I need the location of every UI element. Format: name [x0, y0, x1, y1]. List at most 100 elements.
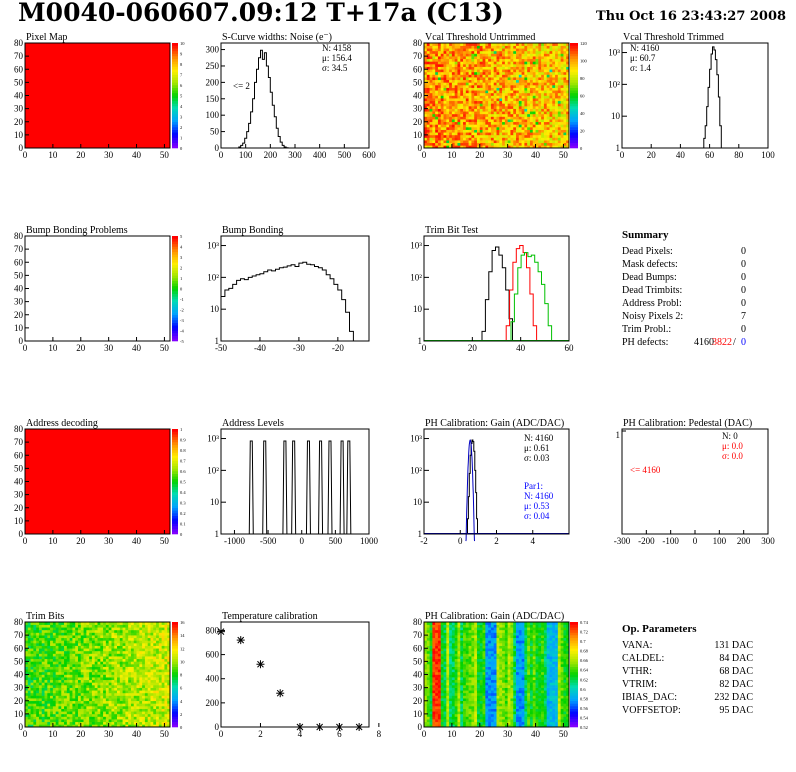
stats-entry: μ: 156.4 — [322, 53, 352, 63]
heatmap-cell — [25, 703, 29, 707]
heatmap-cell — [499, 721, 503, 725]
heatmap-cell — [153, 653, 157, 657]
heatmap-cell — [61, 724, 65, 728]
heatmap-cell — [30, 703, 34, 707]
heatmap-cell — [560, 100, 564, 104]
heatmap-cell — [443, 103, 447, 107]
heatmap-cell — [446, 53, 450, 57]
heatmap-cell — [532, 103, 536, 107]
heatmap-cell — [532, 98, 536, 102]
y-tick-label: 1 — [418, 336, 423, 346]
heatmap-cell — [479, 82, 483, 86]
heatmap-cell — [142, 687, 146, 691]
heatmap-cell — [471, 53, 475, 57]
heatmap-cell — [546, 64, 550, 67]
heatmap-cell — [446, 116, 450, 120]
heatmap-cell — [83, 698, 87, 702]
heatmap-cell — [468, 721, 472, 725]
heatmap-cell — [25, 627, 29, 631]
heatmap-cell — [167, 658, 171, 662]
chart-title: Bump Bonding — [222, 225, 283, 236]
heatmap-cell — [435, 132, 439, 136]
heatmap-cell — [136, 674, 140, 678]
heatmap-cell — [30, 656, 34, 660]
heatmap-cell — [91, 724, 96, 728]
heatmap-cell — [493, 113, 497, 117]
heatmap-cell — [27, 627, 31, 631]
heatmap-cell — [424, 721, 428, 725]
heatmap-cell — [429, 90, 433, 94]
heatmap-cell — [136, 643, 140, 646]
heatmap-cell — [465, 87, 469, 91]
heatmap-cell — [77, 682, 82, 686]
heatmap-cell — [108, 706, 112, 709]
heatmap-cell — [117, 661, 121, 665]
heatmap-cell — [552, 79, 556, 83]
heatmap-cell — [516, 724, 520, 728]
heatmap-cell — [435, 90, 439, 94]
heatmap-cell — [454, 719, 458, 723]
heatmap-cell — [142, 724, 146, 728]
table-row-label: Dead Bumps: — [622, 272, 677, 283]
chart-title: Trim Bit Test — [425, 225, 478, 236]
heatmap-cell — [446, 129, 450, 133]
heatmap-cell — [552, 132, 556, 136]
heatmap-cell — [479, 719, 483, 723]
colorbar-label: -4 — [180, 329, 184, 334]
heatmap-cell — [541, 50, 545, 54]
heatmap-cell — [77, 671, 82, 675]
heatmap-cell — [36, 695, 40, 699]
heatmap-cell — [496, 98, 500, 102]
heatmap-cell — [80, 671, 84, 675]
heatmap-cell — [488, 64, 492, 67]
heatmap-cell — [529, 140, 534, 144]
heatmap-cell — [535, 134, 539, 138]
heatmap-cell — [25, 669, 29, 673]
heatmap-cell — [97, 627, 101, 631]
heatmap-cell — [516, 79, 520, 83]
heatmap-cell — [117, 627, 121, 631]
heatmap-cell — [147, 669, 151, 673]
heatmap-cell — [440, 95, 444, 99]
heatmap-cell — [474, 53, 478, 57]
heatmap-cell — [437, 71, 442, 75]
chart-title: Address Levels — [222, 418, 284, 429]
heatmap-cell — [490, 116, 495, 120]
heatmap-cell — [58, 666, 62, 670]
heatmap-cell — [122, 658, 126, 662]
heatmap-cell — [77, 669, 82, 673]
heatmap-cell — [108, 632, 112, 636]
heatmap-cell — [532, 140, 536, 144]
heatmap-cell — [114, 640, 118, 644]
y-tick-label: 30 — [14, 104, 24, 114]
heatmap-cell — [429, 724, 433, 728]
y-tick-label: 1 — [616, 143, 621, 153]
colorbar-label: 2 — [180, 125, 182, 130]
heatmap-cell — [490, 53, 495, 57]
heatmap-cell — [488, 92, 492, 96]
heatmap-cell — [549, 74, 553, 78]
heatmap-cell — [457, 90, 461, 94]
heatmap-cell — [499, 85, 503, 88]
heatmap-cell — [424, 74, 428, 78]
heatmap-cell — [44, 635, 48, 639]
heatmap-cell — [538, 74, 542, 78]
heatmap-cell — [518, 121, 522, 125]
heatmap-cell — [463, 66, 467, 70]
heatmap-cell — [507, 43, 511, 46]
heatmap-cell — [38, 677, 43, 681]
x-tick-label: 100 — [761, 150, 775, 160]
heatmap-cell — [153, 624, 157, 628]
heatmap-cell — [524, 58, 528, 62]
heatmap-cell — [153, 640, 157, 644]
heatmap-cell — [130, 669, 135, 673]
colorbar-cell — [172, 92, 178, 96]
heatmap-cell — [69, 713, 73, 717]
level-spike — [291, 440, 297, 535]
heatmap-cell — [557, 53, 561, 57]
heatmap-cell — [91, 674, 96, 678]
heatmap-cell — [52, 664, 56, 667]
heatmap-cell — [557, 98, 561, 102]
heatmap-cell — [482, 50, 486, 54]
heatmap-cell — [50, 632, 54, 636]
